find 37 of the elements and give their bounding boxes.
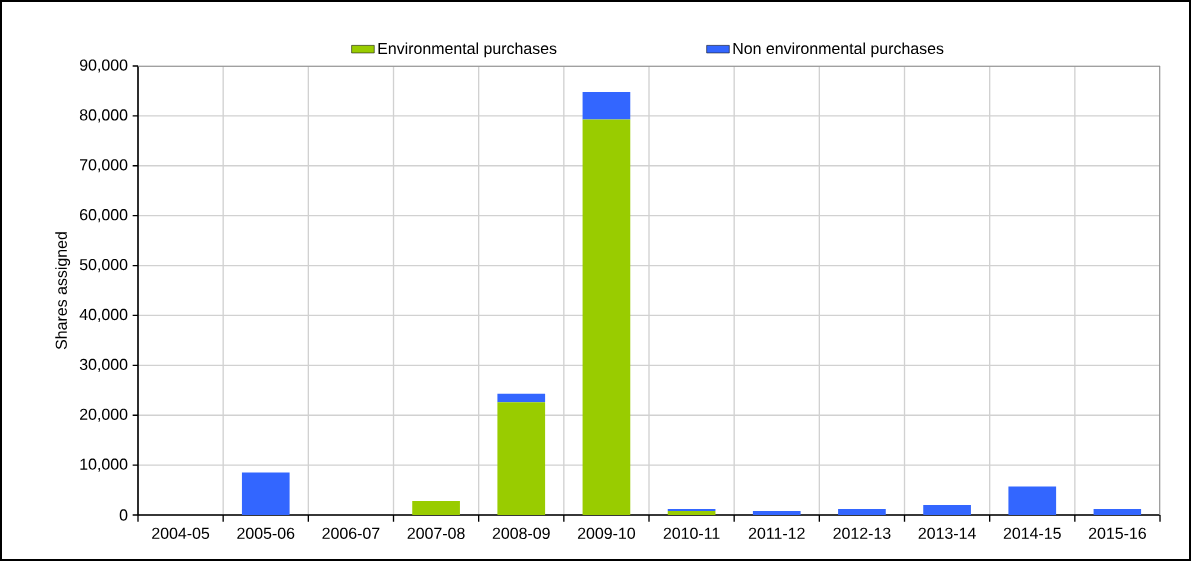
x-tick-label: 2013-14 [918,527,976,539]
bar [412,501,460,515]
x-tick-label: 2007-08 [407,527,465,539]
x-tick-label: 2011-12 [748,527,805,539]
y-tick-label: 10,000 [80,458,128,472]
y-tick-label: 40,000 [79,308,128,323]
y-tick-label: 0 [119,509,128,521]
x-tick-label: 2004-05 [152,527,210,539]
y-tick-label: 30,000 [79,358,128,372]
bar [582,91,631,120]
y-tick-label: 50,000 [79,258,128,273]
y-tick-label: 60,000 [80,209,128,223]
y-tick-label: 70,000 [80,159,128,173]
x-tick-label: 2015-16 [1088,527,1146,539]
y-tick-label: 80,000 [79,109,128,123]
x-tick-label: 2014-15 [1003,527,1061,539]
bar [752,511,801,515]
bar [1008,486,1057,515]
y-tick-label: 20,000 [80,408,128,422]
y-tick-label: 90,000 [79,59,128,73]
x-tick-label: 2010-11 [663,527,720,539]
x-tick-label: 2012-13 [833,527,891,539]
legend-label: Non environmental purchases [733,42,944,58]
bar [497,402,546,515]
bar [923,505,971,515]
x-tick-label: 2006-07 [322,527,380,539]
bar [582,119,631,515]
bar [667,511,716,515]
bar [1093,509,1142,515]
y-axis-title: Shares assigned [55,232,71,350]
bar [838,509,886,515]
x-tick-label: 2005-06 [237,527,295,539]
legend-label: Environmental purchases [378,42,557,58]
bar [241,472,290,515]
bar [497,393,546,403]
x-tick-label: 2009-10 [577,527,636,539]
x-tick-label: 2008-09 [492,527,550,539]
